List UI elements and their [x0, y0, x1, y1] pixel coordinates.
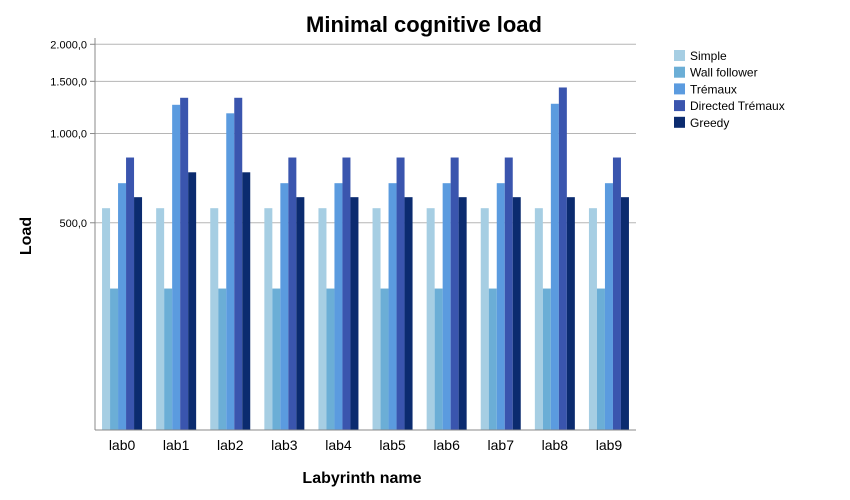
bar	[566, 197, 575, 430]
bar	[426, 208, 435, 430]
bar	[504, 157, 513, 430]
bar	[272, 288, 281, 430]
bar	[156, 208, 165, 430]
bar	[372, 208, 381, 430]
x-tick-label: lab0	[109, 437, 136, 453]
bar	[450, 157, 459, 430]
bar	[296, 197, 305, 430]
legend-label: Wall follower	[690, 66, 758, 80]
x-tick-label: lab6	[433, 437, 460, 453]
bar	[404, 197, 413, 430]
bar	[396, 157, 405, 430]
x-tick-label: lab1	[163, 437, 190, 453]
bar	[480, 208, 489, 430]
bar	[218, 288, 227, 430]
bar	[288, 157, 297, 430]
bar	[550, 103, 559, 430]
legend-swatch	[674, 50, 685, 61]
bar	[134, 197, 143, 430]
x-tick-label: lab8	[542, 437, 569, 453]
chart-title: Minimal cognitive load	[306, 12, 542, 37]
x-axis-title: Labyrinth name	[302, 470, 421, 487]
bar	[164, 288, 173, 430]
bar	[180, 97, 189, 431]
bar	[350, 197, 359, 430]
x-tick-label: lab9	[596, 437, 623, 453]
bar	[318, 208, 327, 430]
bar	[126, 157, 135, 430]
y-tick-label: 1.000,0	[50, 129, 87, 141]
bar	[226, 113, 235, 431]
legend-label: Greedy	[690, 116, 729, 130]
bars	[102, 87, 629, 431]
bar	[188, 172, 197, 430]
bar	[210, 208, 219, 430]
y-axis-title: Load	[18, 217, 35, 255]
bar	[280, 183, 289, 430]
bar	[604, 183, 613, 430]
bar	[118, 183, 127, 430]
bar	[334, 183, 343, 430]
y-tick-label: 500,0	[59, 218, 87, 230]
bar	[458, 197, 467, 430]
legend-label: Trémaux	[690, 82, 737, 96]
bar	[234, 97, 243, 431]
bar	[596, 288, 605, 430]
y-tick-label: 2.000,0	[50, 39, 87, 51]
bar	[534, 208, 543, 430]
y-tick-label: 1.500,0	[50, 76, 87, 88]
bar	[102, 208, 111, 430]
bar	[264, 208, 273, 430]
bar	[442, 183, 451, 430]
x-tick-label: lab7	[488, 437, 515, 453]
legend-swatch	[674, 83, 685, 95]
bar	[588, 208, 597, 430]
x-tick-label: lab5	[379, 437, 406, 453]
bar	[110, 288, 119, 430]
y-ticks: 500,0 1.000,0 1.500,0 2.000,0	[50, 39, 95, 230]
legend: Simple Wall follower Trémaux Directed Tréma…	[674, 49, 785, 130]
bar	[558, 87, 567, 431]
bar	[380, 288, 389, 430]
bar	[612, 157, 621, 430]
bar	[326, 288, 335, 430]
bar	[342, 157, 351, 430]
x-ticks: lab0 lab1 lab2 lab3 lab4 lab5 lab6 lab7 lab8 lab9	[109, 437, 623, 453]
bar	[242, 172, 251, 430]
bar	[172, 104, 181, 430]
bar	[496, 183, 505, 430]
legend-swatch	[674, 116, 685, 128]
bar	[388, 183, 397, 430]
legend-label: Directed Trémaux	[690, 99, 785, 113]
legend-label: Simple	[690, 49, 727, 63]
bar	[620, 197, 629, 430]
bar	[488, 288, 497, 430]
legend-swatch	[674, 100, 685, 112]
bar	[512, 197, 521, 430]
x-tick-label: lab4	[325, 437, 352, 453]
bar	[434, 288, 443, 430]
bar	[542, 288, 551, 430]
x-tick-label: lab2	[217, 437, 244, 453]
legend-swatch	[674, 66, 685, 78]
x-tick-label: lab3	[271, 437, 298, 453]
